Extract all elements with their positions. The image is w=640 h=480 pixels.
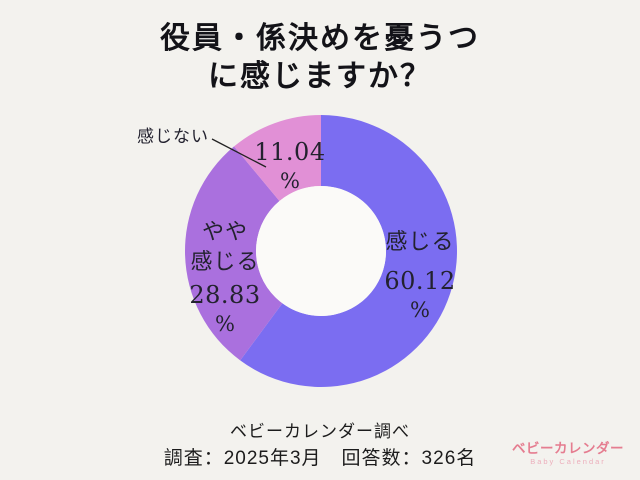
- slice-label-somewhat-feel: やや 感じる 28.83 %: [166, 217, 284, 338]
- logo-name: ベビーカレンダー: [512, 441, 624, 456]
- callout-leader-line: [211, 138, 267, 168]
- donut-slices: [184, 114, 457, 387]
- slice-label-somewhat-unit: %: [215, 312, 235, 336]
- chart-title-line1: 役員・係決めを憂うつ: [160, 22, 480, 55]
- slice-label-feel-name: 感じる: [385, 229, 455, 254]
- slice-label-feel-unit: %: [410, 298, 430, 322]
- slice-label-none-value: 11.04: [254, 138, 326, 166]
- slice-label-somewhat-value: 28.83: [189, 281, 261, 309]
- logo-subtitle: Baby Calendar: [530, 457, 606, 466]
- pie-slice-1: [184, 146, 283, 361]
- slice-label-none-name: 感じない: [137, 127, 209, 146]
- slice-label-somewhat-name-line2: 感じる: [190, 249, 260, 274]
- caption-source: ベビーカレンダー調べ: [230, 422, 410, 441]
- donut-hole: [256, 186, 386, 316]
- chart-title: 役員・係決めを憂うつ に感じますか？: [0, 20, 640, 96]
- caption-survey: 調査：2025年3月 回答数：326名: [163, 448, 477, 469]
- slice-label-none-value-block: 11.04 %: [238, 137, 342, 195]
- slice-label-somewhat-name-line1: やや: [201, 219, 248, 244]
- pie-slice-2: [234, 114, 321, 202]
- chart-title-line2: に感じますか？: [208, 60, 432, 93]
- pie-slice-0: [240, 115, 457, 387]
- slice-label-feel: 感じる 60.12 %: [358, 227, 482, 324]
- slice-label-none-unit: %: [280, 169, 300, 193]
- baby-calendar-logo: ベビーカレンダー Baby Calendar: [512, 441, 624, 467]
- slice-label-feel-value: 60.12: [384, 267, 456, 295]
